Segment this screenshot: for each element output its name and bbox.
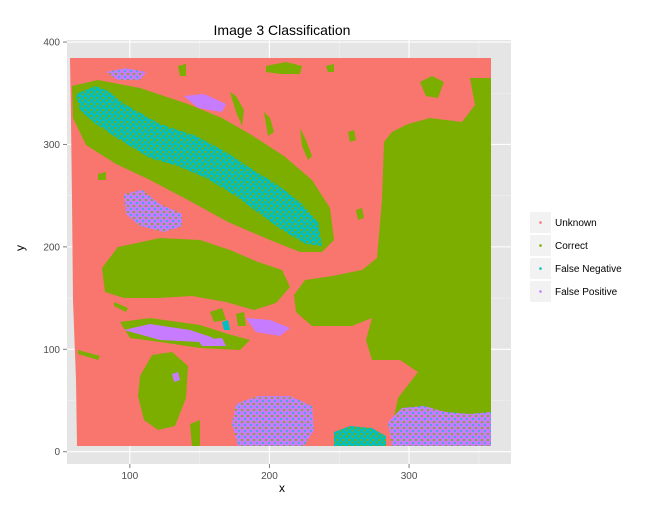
- correct-region-dot-4: [210, 308, 226, 322]
- correct-region-dot-1: [348, 130, 356, 142]
- chart-title: Image 3 Classification: [214, 22, 351, 38]
- y-tick-label: 400: [43, 38, 60, 49]
- legend: Unknown Correct False Negative False Positi…: [530, 212, 622, 302]
- correct-region-speck-3: [114, 302, 128, 312]
- false-negative-region-band: [76, 86, 322, 246]
- x-tick-label: 300: [401, 471, 418, 482]
- correct-region-sliver-1: [230, 92, 244, 126]
- false-positive-region-bottom-center: [232, 396, 314, 446]
- x-axis-title: x: [279, 481, 285, 495]
- x-tick-label: 100: [121, 471, 138, 482]
- correct-region-sliver-2: [300, 128, 312, 160]
- correct-region-dot-2: [356, 208, 364, 220]
- false-positive-region-strip: [124, 324, 214, 342]
- correct-region-small-top-right: [420, 76, 444, 98]
- false-positive-region-dot: [172, 372, 180, 382]
- y-tick-label: 100: [43, 345, 60, 356]
- correct-region-dot-5: [236, 312, 246, 326]
- correct-region-large-right: [294, 78, 491, 446]
- y-tick-label: 300: [43, 140, 60, 151]
- false-positive-region-small-strip: [198, 338, 226, 346]
- correct-region-oval: [138, 352, 188, 430]
- legend-marker: [539, 267, 542, 270]
- false-positive-region-top-right: [184, 94, 226, 112]
- correct-region-top-island: [266, 62, 302, 74]
- false-positive-region-strip-right: [246, 318, 290, 336]
- correct-region-sliver-3: [264, 112, 274, 136]
- false-positive-region-top: [106, 68, 146, 80]
- legend-marker: [539, 221, 542, 224]
- y-axis-title: y: [13, 245, 27, 251]
- legend-label: False Positive: [555, 287, 618, 298]
- false-positive-region-bottom-right: [388, 406, 491, 446]
- classification-map: [70, 58, 491, 446]
- y-tick-label: 200: [43, 242, 60, 253]
- x-tick-label: 200: [261, 471, 278, 482]
- y-axis: 0 100 200 300 400: [43, 38, 67, 458]
- x-axis: 100 200 300: [121, 464, 418, 482]
- correct-region-speck-2: [98, 172, 106, 180]
- legend-label: Correct: [555, 241, 588, 252]
- false-negative-region-dot: [222, 320, 230, 330]
- correct-region-speck-1: [78, 350, 100, 360]
- correct-region-small-top: [178, 64, 186, 76]
- correct-region-dot-3: [326, 64, 334, 72]
- legend-marker: [539, 290, 542, 293]
- y-tick-label: 0: [54, 447, 60, 458]
- false-positive-region-left: [124, 190, 182, 232]
- legend-marker: [539, 244, 542, 247]
- false-negative-region-bottom: [334, 426, 386, 446]
- legend-label: Unknown: [555, 218, 597, 229]
- legend-label: False Negative: [555, 264, 622, 275]
- correct-region-mid-left: [102, 238, 290, 310]
- correct-region-speck-4: [190, 420, 200, 446]
